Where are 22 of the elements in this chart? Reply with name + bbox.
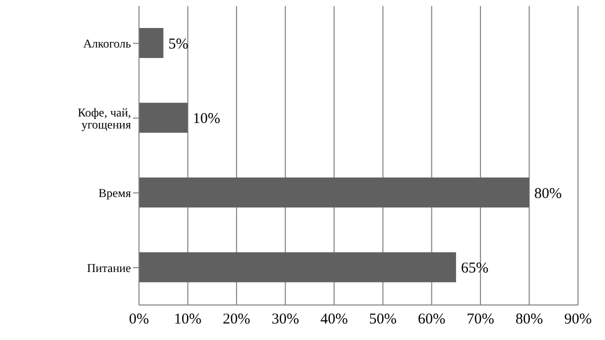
bar (139, 102, 188, 133)
x-tick-label: 30% (272, 312, 300, 328)
x-tick-label: 80% (515, 312, 543, 328)
x-tick-label: 90% (564, 312, 592, 328)
data-label: 65% (461, 260, 489, 277)
bar (139, 28, 164, 58)
y-tick-label: Кофе, чай, угощения (78, 105, 132, 132)
bar (139, 178, 530, 208)
x-tick-label: 60% (418, 312, 446, 328)
y-tick-label: Алкоголь (83, 36, 132, 51)
y-tick-label: Время (98, 186, 132, 200)
data-label: 5% (168, 36, 188, 52)
x-tick-label: 50% (369, 312, 397, 328)
x-tick-label: 0% (129, 312, 149, 328)
data-label: 80% (534, 186, 562, 202)
y-tick-label: Питание (87, 260, 131, 275)
x-tick-label: 20% (222, 312, 250, 328)
data-label: 10% (192, 111, 220, 128)
x-tick-label: 70% (466, 312, 494, 328)
x-tick-label: 10% (174, 312, 202, 328)
bar (139, 252, 456, 282)
x-tick-label: 40% (320, 312, 348, 328)
